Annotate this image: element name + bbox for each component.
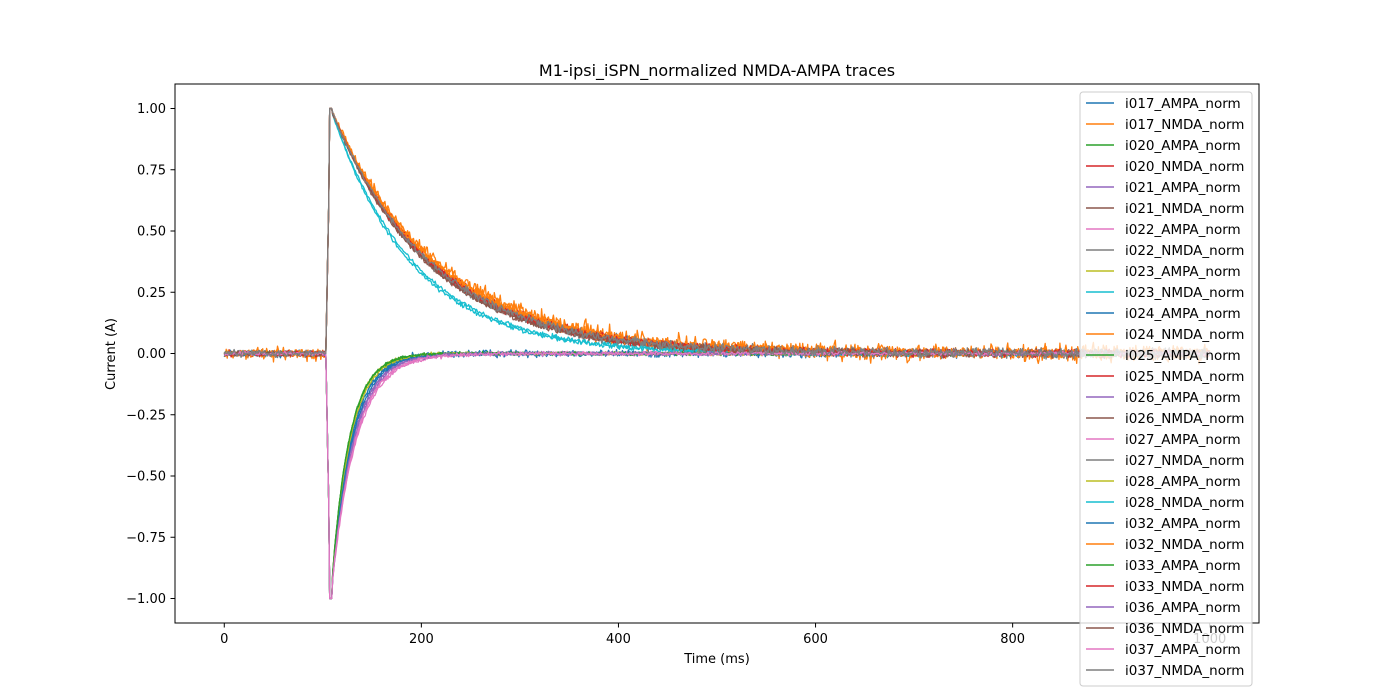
- legend-entry: i028_NMDA_norm: [1086, 495, 1244, 511]
- y-axis: −1.00 −0.75 −0.50 −0.25 0.00 0.25 0.50 0.75 1.00: [126, 102, 175, 607]
- legend: i017_AMPA_norm i017_NMDA_norm i020_AMPA_no…: [1079, 91, 1253, 687]
- legend-label: i017_NMDA_norm: [1125, 117, 1244, 133]
- legend-entry: i037_NMDA_norm: [1086, 663, 1244, 679]
- x-tick-label: 0: [220, 632, 228, 647]
- legend-entry: i036_AMPA_norm: [1086, 600, 1241, 616]
- legend-label: i037_AMPA_norm: [1125, 642, 1241, 658]
- y-tick: −0.25: [126, 408, 175, 423]
- legend-entry: i023_AMPA_norm: [1086, 264, 1241, 280]
- x-tick-label: 200: [409, 632, 434, 647]
- legend-entry: i026_NMDA_norm: [1086, 411, 1244, 427]
- legend-label: i024_AMPA_norm: [1125, 306, 1241, 322]
- y-tick: 1.00: [137, 102, 175, 117]
- legend-label: i025_NMDA_norm: [1125, 369, 1244, 385]
- legend-entry: i020_AMPA_norm: [1086, 138, 1241, 154]
- y-tick-label: −0.25: [126, 408, 166, 423]
- y-tick-label: 0.75: [137, 163, 166, 178]
- legend-label: i023_NMDA_norm: [1125, 285, 1244, 301]
- legend-label: i032_AMPA_norm: [1125, 516, 1241, 532]
- legend-entry: i032_NMDA_norm: [1086, 537, 1244, 553]
- y-axis-label: Current (A): [104, 318, 119, 390]
- x-tick: 0: [220, 623, 228, 647]
- series-line: [223, 107, 1210, 360]
- x-tick-label: 600: [803, 632, 828, 647]
- series-line: [224, 350, 1211, 600]
- legend-entry: i017_NMDA_norm: [1086, 117, 1244, 133]
- plot-area: [174, 83, 1260, 624]
- legend-label: i024_NMDA_norm: [1125, 327, 1244, 343]
- legend-label: i036_NMDA_norm: [1125, 621, 1244, 637]
- legend-entry: i024_NMDA_norm: [1086, 327, 1244, 343]
- legend-entry: i023_NMDA_norm: [1086, 285, 1244, 301]
- legend-entry: i037_AMPA_norm: [1086, 642, 1241, 658]
- legend-label: i022_NMDA_norm: [1125, 243, 1244, 259]
- x-tick: 400: [606, 623, 631, 647]
- series-lines: [223, 107, 1211, 600]
- y-tick-label: 1.00: [137, 102, 166, 117]
- legend-label: i026_NMDA_norm: [1125, 411, 1244, 427]
- legend-entry: i022_AMPA_norm: [1086, 222, 1241, 238]
- legend-label: i032_NMDA_norm: [1125, 537, 1244, 553]
- legend-entry: i032_AMPA_norm: [1086, 516, 1241, 532]
- legend-entry: i020_NMDA_norm: [1086, 159, 1244, 175]
- legend-entry: i021_NMDA_norm: [1086, 201, 1244, 217]
- legend-label: i026_AMPA_norm: [1125, 390, 1241, 406]
- legend-label: i021_NMDA_norm: [1125, 201, 1244, 217]
- x-tick: 200: [409, 623, 434, 647]
- legend-entry: i027_AMPA_norm: [1086, 432, 1241, 448]
- y-tick: 0.75: [137, 163, 175, 178]
- y-tick: −1.00: [126, 592, 175, 607]
- y-tick: −0.50: [126, 470, 175, 485]
- legend-entry: i024_AMPA_norm: [1086, 306, 1241, 322]
- y-tick: −0.75: [126, 531, 175, 546]
- legend-label: i028_NMDA_norm: [1125, 495, 1244, 511]
- legend-entry: i017_AMPA_norm: [1086, 96, 1241, 112]
- legend-entry: i025_NMDA_norm: [1086, 369, 1244, 385]
- legend-label: i027_AMPA_norm: [1125, 432, 1241, 448]
- legend-label: i036_AMPA_norm: [1125, 600, 1241, 616]
- y-tick-label: −0.75: [126, 531, 166, 546]
- y-tick-label: 0.25: [137, 286, 166, 301]
- legend-label: i037_NMDA_norm: [1125, 663, 1244, 679]
- legend-label: i033_AMPA_norm: [1125, 558, 1241, 574]
- x-tick-label: 800: [1000, 632, 1025, 647]
- legend-entry: i033_NMDA_norm: [1086, 579, 1244, 595]
- y-tick: 0.50: [137, 225, 175, 240]
- legend-label: i022_AMPA_norm: [1125, 222, 1241, 238]
- legend-entry: i022_NMDA_norm: [1086, 243, 1244, 259]
- legend-entry: i025_AMPA_norm: [1086, 348, 1241, 364]
- legend-entry: i026_AMPA_norm: [1086, 390, 1241, 406]
- chart-title: M1-ipsi_iSPN_normalized NMDA-AMPA traces: [539, 61, 895, 81]
- legend-box: [1079, 91, 1253, 687]
- legend-entry: i033_AMPA_norm: [1086, 558, 1241, 574]
- y-tick: 0.25: [137, 286, 175, 301]
- x-axis-label: Time (ms): [683, 652, 750, 667]
- legend-entry: i027_NMDA_norm: [1086, 453, 1244, 469]
- y-tick-label: 0.00: [137, 347, 166, 362]
- x-tick: 600: [803, 623, 828, 647]
- legend-label: i017_AMPA_norm: [1125, 96, 1241, 112]
- legend-entry: i021_AMPA_norm: [1086, 180, 1241, 196]
- legend-label: i027_NMDA_norm: [1125, 453, 1244, 469]
- y-tick-label: −1.00: [126, 592, 166, 607]
- legend-label: i025_AMPA_norm: [1125, 348, 1241, 364]
- x-tick: 800: [1000, 623, 1025, 647]
- legend-label: i020_NMDA_norm: [1125, 159, 1244, 175]
- legend-label: i021_AMPA_norm: [1125, 180, 1241, 196]
- legend-label: i033_NMDA_norm: [1125, 579, 1244, 595]
- series-line: [223, 107, 1211, 361]
- y-tick: 0.00: [137, 347, 175, 362]
- x-tick-label: 400: [606, 632, 631, 647]
- legend-label: i028_AMPA_norm: [1125, 474, 1241, 490]
- legend-label: i020_AMPA_norm: [1125, 138, 1241, 154]
- y-tick-label: 0.50: [137, 225, 166, 240]
- y-tick-label: −0.50: [126, 470, 166, 485]
- legend-label: i023_AMPA_norm: [1125, 264, 1241, 280]
- legend-entry: i028_AMPA_norm: [1086, 474, 1241, 490]
- legend-entry: i036_NMDA_norm: [1086, 621, 1244, 637]
